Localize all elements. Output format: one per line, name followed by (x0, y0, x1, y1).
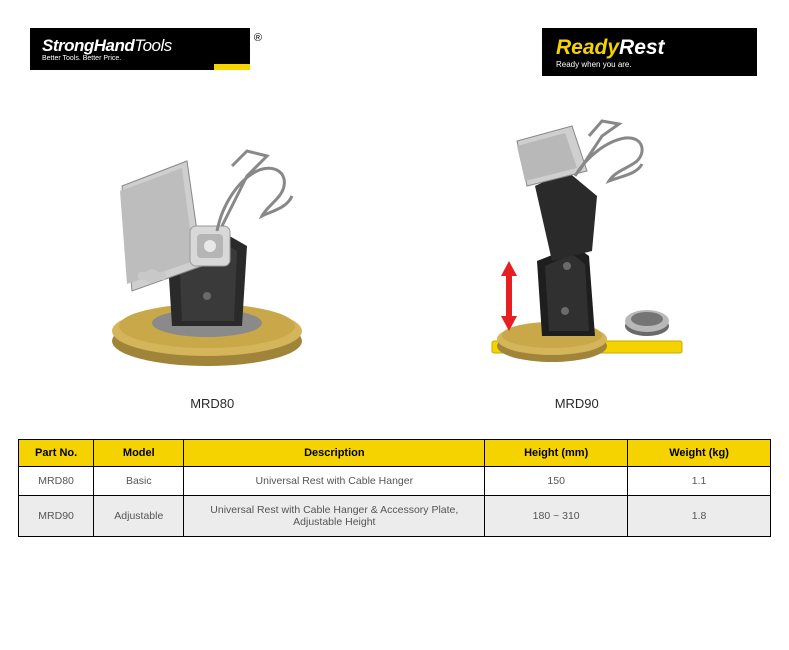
product-label-mrd90: MRD90 (555, 396, 599, 411)
logo-row: StrongHandTools Better Tools. Better Pri… (0, 0, 789, 76)
col-height: Height (mm) (485, 440, 628, 467)
cell-desc: Universal Rest with Cable Hanger & Acces… (184, 496, 485, 537)
stronghand-logo: StrongHandTools Better Tools. Better Pri… (30, 28, 250, 70)
table-row: MRD90 Adjustable Universal Rest with Cab… (19, 496, 771, 537)
readyrest-logo: ReadyRest Ready when you are. (542, 28, 757, 76)
product-image-mrd90 (437, 116, 717, 386)
cell-weight: 1.1 (628, 467, 771, 496)
product-mrd90: MRD90 (407, 116, 747, 411)
cell-model: Adjustable (94, 496, 184, 537)
table-header-row: Part No. Model Description Height (mm) W… (19, 440, 771, 467)
cell-part: MRD80 (19, 467, 94, 496)
cell-model: Basic (94, 467, 184, 496)
col-description: Description (184, 440, 485, 467)
col-model: Model (94, 440, 184, 467)
table-body: MRD80 Basic Universal Rest with Cable Ha… (19, 467, 771, 537)
cell-weight: 1.8 (628, 496, 771, 537)
logo-text-bold: StrongHand (42, 36, 134, 55)
logo-text-white: Rest (619, 36, 665, 59)
cell-part: MRD90 (19, 496, 94, 537)
cell-height: 180 ~ 310 (485, 496, 628, 537)
cell-height: 150 (485, 467, 628, 496)
height-arrow-icon (501, 261, 517, 331)
product-image-mrd80 (72, 116, 352, 386)
cell-desc: Universal Rest with Cable Hanger (184, 467, 485, 496)
product-label-mrd80: MRD80 (190, 396, 234, 411)
logo-text-light: Tools (134, 36, 172, 55)
registered-mark: ® (254, 32, 262, 44)
products-row: MRD80 (0, 116, 789, 411)
readyrest-logo-main: ReadyRest (556, 36, 757, 60)
spec-table: Part No. Model Description Height (mm) W… (18, 439, 771, 537)
spec-table-wrap: Part No. Model Description Height (mm) W… (18, 439, 771, 537)
stronghand-logo-tagline: Better Tools. Better Price. (42, 55, 250, 62)
product-mrd80: MRD80 (42, 116, 382, 411)
logo-accent-bar (214, 64, 250, 70)
logo-text-accent: Ready (556, 36, 619, 59)
col-part-no: Part No. (19, 440, 94, 467)
stronghand-logo-main: StrongHandTools (42, 36, 250, 56)
readyrest-logo-tagline: Ready when you are. (556, 60, 757, 69)
table-row: MRD80 Basic Universal Rest with Cable Ha… (19, 467, 771, 496)
col-weight: Weight (kg) (628, 440, 771, 467)
